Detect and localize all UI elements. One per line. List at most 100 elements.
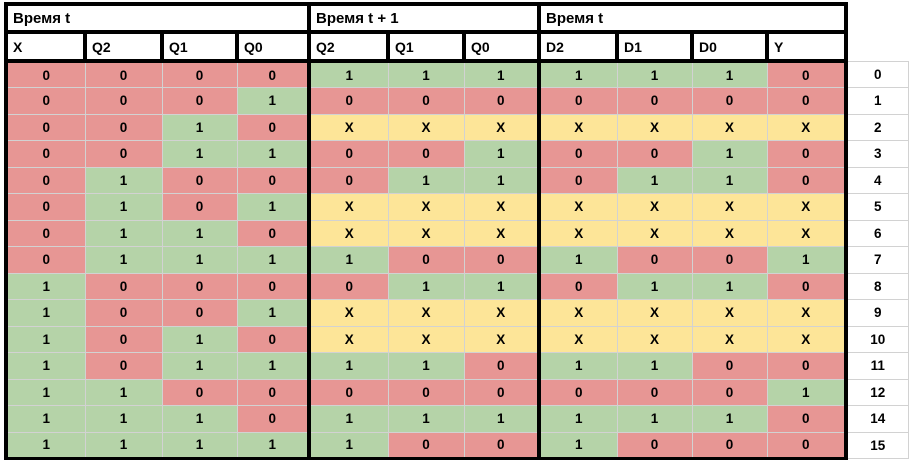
cell-d2-row-7[interactable]: 1 bbox=[538, 246, 618, 274]
col-header-q1-t[interactable]: Q1 bbox=[160, 30, 239, 63]
cell-y-row-6[interactable]: X bbox=[766, 219, 848, 247]
cell-y-row-9[interactable]: X bbox=[766, 299, 848, 327]
cell-q0-t1-row-4[interactable]: 1 bbox=[463, 166, 541, 194]
cell-d0-row-3[interactable]: 1 bbox=[691, 140, 768, 168]
cell-x-row-9[interactable]: 1 bbox=[4, 299, 86, 327]
cell-x-row-15[interactable]: 1 bbox=[4, 431, 86, 460]
cell-q0-t-row-4[interactable]: 0 bbox=[236, 166, 311, 194]
row-number-label[interactable]: 1 bbox=[846, 87, 909, 115]
cell-d0-row-15[interactable]: 0 bbox=[691, 431, 768, 460]
row-number-label[interactable]: 14 bbox=[846, 405, 909, 433]
cell-q1-t-row-8[interactable]: 0 bbox=[161, 272, 238, 300]
cell-d0-row-10[interactable]: X bbox=[691, 325, 768, 353]
cell-d1-row-10[interactable]: X bbox=[616, 325, 693, 353]
cell-x-row-12[interactable]: 1 bbox=[4, 378, 86, 406]
cell-d1-row-15[interactable]: 0 bbox=[616, 431, 693, 460]
col-header-q1-t1[interactable]: Q1 bbox=[386, 30, 466, 63]
cell-q1-t1-row-7[interactable]: 0 bbox=[387, 246, 465, 274]
cell-q1-t-row-6[interactable]: 1 bbox=[161, 219, 238, 247]
cell-x-row-2[interactable]: 0 bbox=[4, 113, 86, 141]
cell-q1-t1-row-5[interactable]: X bbox=[387, 193, 465, 221]
cell-q0-t1-row-5[interactable]: X bbox=[463, 193, 541, 221]
row-number-label[interactable]: 9 bbox=[846, 299, 909, 327]
cell-q0-t1-row-9[interactable]: X bbox=[463, 299, 541, 327]
section-title-time-t-plus-1[interactable]: Время t + 1 bbox=[307, 2, 541, 34]
cell-q0-t1-row-0[interactable]: 1 bbox=[463, 60, 541, 88]
row-number-label[interactable]: 4 bbox=[846, 167, 909, 194]
cell-d2-row-3[interactable]: 0 bbox=[538, 140, 618, 168]
cell-q2-t1-row-3[interactable]: 0 bbox=[308, 140, 389, 168]
cell-q2-t-row-12[interactable]: 1 bbox=[84, 378, 163, 406]
cell-y-row-11[interactable]: 0 bbox=[766, 352, 848, 380]
cell-y-row-12[interactable]: 1 bbox=[766, 378, 848, 406]
cell-q2-t-row-2[interactable]: 0 bbox=[84, 113, 163, 141]
row-number-label[interactable]: 0 bbox=[846, 61, 909, 88]
cell-q0-t1-row-15[interactable]: 0 bbox=[463, 431, 541, 460]
cell-d0-row-14[interactable]: 1 bbox=[691, 405, 768, 433]
cell-q2-t1-row-7[interactable]: 1 bbox=[308, 246, 389, 274]
cell-q1-t-row-0[interactable]: 0 bbox=[161, 60, 238, 88]
cell-q1-t-row-1[interactable]: 0 bbox=[161, 87, 238, 115]
cell-q1-t-row-4[interactable]: 0 bbox=[161, 166, 238, 194]
cell-q0-t-row-1[interactable]: 1 bbox=[236, 87, 311, 115]
row-number-label[interactable]: 12 bbox=[846, 379, 909, 406]
row-number-label[interactable]: 11 bbox=[846, 352, 909, 380]
cell-d0-row-6[interactable]: X bbox=[691, 219, 768, 247]
cell-q2-t1-row-12[interactable]: 0 bbox=[308, 378, 389, 406]
cell-q2-t-row-14[interactable]: 1 bbox=[84, 405, 163, 433]
cell-d0-row-8[interactable]: 1 bbox=[691, 272, 768, 300]
cell-y-row-5[interactable]: X bbox=[766, 193, 848, 221]
cell-q2-t1-row-15[interactable]: 1 bbox=[308, 431, 389, 460]
col-header-x[interactable]: X bbox=[4, 30, 87, 63]
col-header-q0-t[interactable]: Q0 bbox=[235, 30, 311, 63]
row-number-label[interactable]: 5 bbox=[846, 193, 909, 221]
col-header-q2-t1[interactable]: Q2 bbox=[307, 30, 390, 63]
col-header-d0[interactable]: D0 bbox=[690, 30, 769, 63]
cell-q2-t1-row-6[interactable]: X bbox=[308, 219, 389, 247]
cell-d0-row-0[interactable]: 1 bbox=[691, 60, 768, 88]
cell-q0-t1-row-11[interactable]: 0 bbox=[463, 352, 541, 380]
cell-q2-t-row-7[interactable]: 1 bbox=[84, 246, 163, 274]
cell-x-row-7[interactable]: 0 bbox=[4, 246, 86, 274]
cell-q0-t1-row-1[interactable]: 0 bbox=[463, 87, 541, 115]
cell-x-row-5[interactable]: 0 bbox=[4, 193, 86, 221]
cell-q0-t-row-3[interactable]: 1 bbox=[236, 140, 311, 168]
row-number-label[interactable]: 10 bbox=[846, 326, 909, 353]
row-number-label[interactable]: 6 bbox=[846, 220, 909, 247]
cell-d1-row-2[interactable]: X bbox=[616, 113, 693, 141]
cell-q1-t-row-2[interactable]: 1 bbox=[161, 113, 238, 141]
cell-d2-row-1[interactable]: 0 bbox=[538, 87, 618, 115]
cell-q1-t1-row-2[interactable]: X bbox=[387, 113, 465, 141]
cell-q0-t1-row-2[interactable]: X bbox=[463, 113, 541, 141]
section-title-time-t[interactable]: Время t bbox=[4, 2, 311, 34]
cell-q2-t1-row-10[interactable]: X bbox=[308, 325, 389, 353]
cell-q0-t-row-7[interactable]: 1 bbox=[236, 246, 311, 274]
cell-d1-row-11[interactable]: 1 bbox=[616, 352, 693, 380]
cell-x-row-6[interactable]: 0 bbox=[4, 219, 86, 247]
cell-q2-t1-row-9[interactable]: X bbox=[308, 299, 389, 327]
cell-q1-t-row-12[interactable]: 0 bbox=[161, 378, 238, 406]
row-number-label[interactable]: 8 bbox=[846, 273, 909, 300]
cell-q2-t-row-3[interactable]: 0 bbox=[84, 140, 163, 168]
cell-q1-t-row-3[interactable]: 1 bbox=[161, 140, 238, 168]
row-number-label[interactable]: 2 bbox=[846, 114, 909, 141]
col-header-q0-t1[interactable]: Q0 bbox=[462, 30, 541, 63]
cell-d1-row-14[interactable]: 1 bbox=[616, 405, 693, 433]
cell-q0-t-row-14[interactable]: 0 bbox=[236, 405, 311, 433]
cell-d2-row-6[interactable]: X bbox=[538, 219, 618, 247]
cell-d0-row-4[interactable]: 1 bbox=[691, 166, 768, 194]
cell-d0-row-1[interactable]: 0 bbox=[691, 87, 768, 115]
cell-q2-t1-row-11[interactable]: 1 bbox=[308, 352, 389, 380]
cell-q1-t1-row-6[interactable]: X bbox=[387, 219, 465, 247]
cell-d0-row-2[interactable]: X bbox=[691, 113, 768, 141]
cell-x-row-3[interactable]: 0 bbox=[4, 140, 86, 168]
cell-d1-row-9[interactable]: X bbox=[616, 299, 693, 327]
cell-q1-t1-row-9[interactable]: X bbox=[387, 299, 465, 327]
cell-d2-row-4[interactable]: 0 bbox=[538, 166, 618, 194]
cell-q1-t1-row-4[interactable]: 1 bbox=[387, 166, 465, 194]
cell-d0-row-5[interactable]: X bbox=[691, 193, 768, 221]
cell-q1-t1-row-1[interactable]: 0 bbox=[387, 87, 465, 115]
cell-q1-t1-row-3[interactable]: 0 bbox=[387, 140, 465, 168]
cell-y-row-3[interactable]: 0 bbox=[766, 140, 848, 168]
cell-q0-t-row-12[interactable]: 0 bbox=[236, 378, 311, 406]
